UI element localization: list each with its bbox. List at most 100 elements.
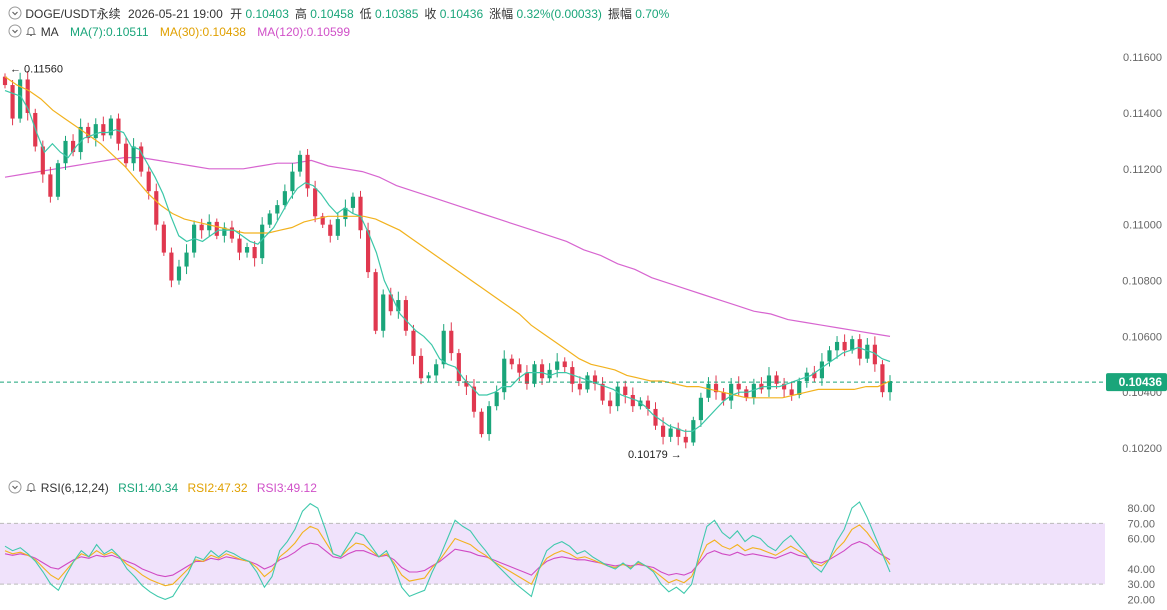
- candle-body: [184, 252, 189, 267]
- candle-body: [305, 154, 310, 189]
- candle-body: [653, 408, 658, 426]
- rsi-axis-tick-label: 40.00: [1127, 564, 1155, 576]
- ma30-value: MA(30):0.10438: [159, 25, 246, 40]
- candle-body: [365, 230, 371, 273]
- rsi-legend: RSI(6,12,24) RSI1:40.34 RSI2:47.32 RSI3:…: [8, 480, 317, 498]
- candle-body: [471, 386, 477, 412]
- candle-body: [169, 252, 174, 281]
- candle-body: [10, 85, 15, 119]
- candle-body: [797, 381, 802, 395]
- candle-body: [86, 126, 91, 139]
- candle-body: [297, 154, 303, 172]
- candle-body: [608, 400, 613, 407]
- candle-body: [645, 400, 651, 409]
- candle-body: [766, 375, 772, 390]
- rsi-axis-tick-label: 80.00: [1127, 503, 1155, 515]
- last-price-tag: [1106, 373, 1167, 392]
- candle-body: [524, 372, 530, 384]
- candle-body: [176, 266, 182, 281]
- bar-datetime: 2026-05-21 19:00: [128, 7, 223, 22]
- ma7-value: MA(7):0.10511: [70, 25, 149, 40]
- candle-body: [774, 375, 779, 384]
- candle-body: [592, 375, 598, 384]
- candle-body: [70, 140, 76, 153]
- open-value: 0.10403: [245, 7, 289, 22]
- rsi-axis-tick-label: 70.00: [1127, 518, 1155, 530]
- close-value: 0.10436: [439, 7, 484, 22]
- bell-icon[interactable]: [25, 481, 37, 497]
- candle-body: [713, 383, 719, 393]
- ma30-line: [4, 76, 891, 399]
- candle-body: [660, 425, 666, 437]
- candle-body: [887, 381, 893, 393]
- candle-body: [555, 361, 560, 370]
- y-axis-tick-label: 0.11400: [1123, 108, 1162, 120]
- candle-body: [335, 219, 340, 236]
- candle-body: [131, 146, 136, 164]
- bell-icon[interactable]: [25, 25, 37, 41]
- candle-body: [320, 216, 325, 225]
- candle-body: [350, 196, 356, 208]
- candle-body: [789, 389, 794, 395]
- rsi3-value: RSI3:49.12: [256, 481, 317, 496]
- chevron-down-icon[interactable]: [8, 6, 22, 24]
- rsi1-line: [4, 501, 891, 600]
- high-value: 0.10458: [310, 7, 354, 22]
- candle-body: [706, 383, 711, 398]
- ma7-line: [4, 90, 891, 432]
- rsi-chart[interactable]: 80.00 70.00 60.00 40.00 30.00 20.00: [0, 497, 1167, 609]
- candle-body: [207, 221, 212, 231]
- candle-body: [517, 364, 522, 373]
- y-axis-tick-label: 0.10600: [1122, 331, 1162, 343]
- y-axis-tick-label: 0.11000: [1123, 220, 1162, 232]
- price-chart[interactable]: 0.11600 0.11400 0.11200 0.11000 0.10800 0.106…: [0, 0, 1167, 470]
- candle-body: [812, 372, 817, 379]
- candle-body: [834, 341, 840, 351]
- rsi2-value: RSI2:47.32: [187, 481, 248, 496]
- y-axis-tick-label: 0.10200: [1122, 443, 1162, 455]
- ma-indicator-name: MA: [40, 25, 59, 40]
- candle-body: [683, 436, 688, 443]
- candle-body: [464, 381, 469, 387]
- candle-body: [547, 369, 552, 379]
- candle-body: [487, 406, 492, 435]
- candle-body: [615, 386, 620, 407]
- rsi1-value: RSI1:40.34: [118, 481, 179, 496]
- chevron-down-icon[interactable]: [8, 480, 22, 498]
- y-axis-tick-label: 0.11200: [1123, 164, 1162, 176]
- candle-body: [396, 300, 401, 312]
- change-value: 0.32%(0.00033): [516, 7, 602, 22]
- candle-body: [502, 358, 507, 393]
- min-price-annotation: 0.10179 →: [628, 449, 682, 461]
- candle-body: [290, 171, 295, 192]
- candle-body: [93, 124, 98, 139]
- candle-body: [388, 294, 393, 312]
- candle-body: [842, 341, 847, 351]
- chevron-down-icon[interactable]: [8, 24, 22, 42]
- candle-body: [313, 188, 318, 217]
- candle-body: [252, 247, 257, 259]
- ohlc-header: DOGE/USDT永续 2026-05-21 19:00 开 0.10403 高 …: [8, 6, 675, 24]
- rsi-indicator-name: RSI(6,12,24): [40, 481, 109, 496]
- candle-body: [600, 383, 605, 401]
- candle-body: [759, 383, 764, 390]
- candle-body: [865, 344, 870, 359]
- candle-body: [25, 79, 30, 113]
- max-price-annotation: ← 0.11560: [10, 63, 63, 75]
- candle-body: [214, 221, 219, 236]
- candle-body: [456, 353, 461, 382]
- candle-body: [577, 383, 582, 390]
- amplitude-label: 振幅: [607, 7, 632, 22]
- candle-body: [267, 213, 272, 225]
- candle-body: [479, 411, 484, 435]
- candle-body: [426, 375, 431, 379]
- candle-body: [850, 339, 855, 351]
- candle-body: [63, 140, 68, 164]
- candle-body: [18, 79, 23, 119]
- candle-body: [411, 330, 416, 356]
- candle-body: [736, 383, 741, 390]
- rsi-axis-tick-label: 60.00: [1127, 534, 1155, 546]
- candle-body: [244, 247, 250, 253]
- open-label: 开: [230, 7, 243, 22]
- low-value: 0.10385: [374, 7, 419, 22]
